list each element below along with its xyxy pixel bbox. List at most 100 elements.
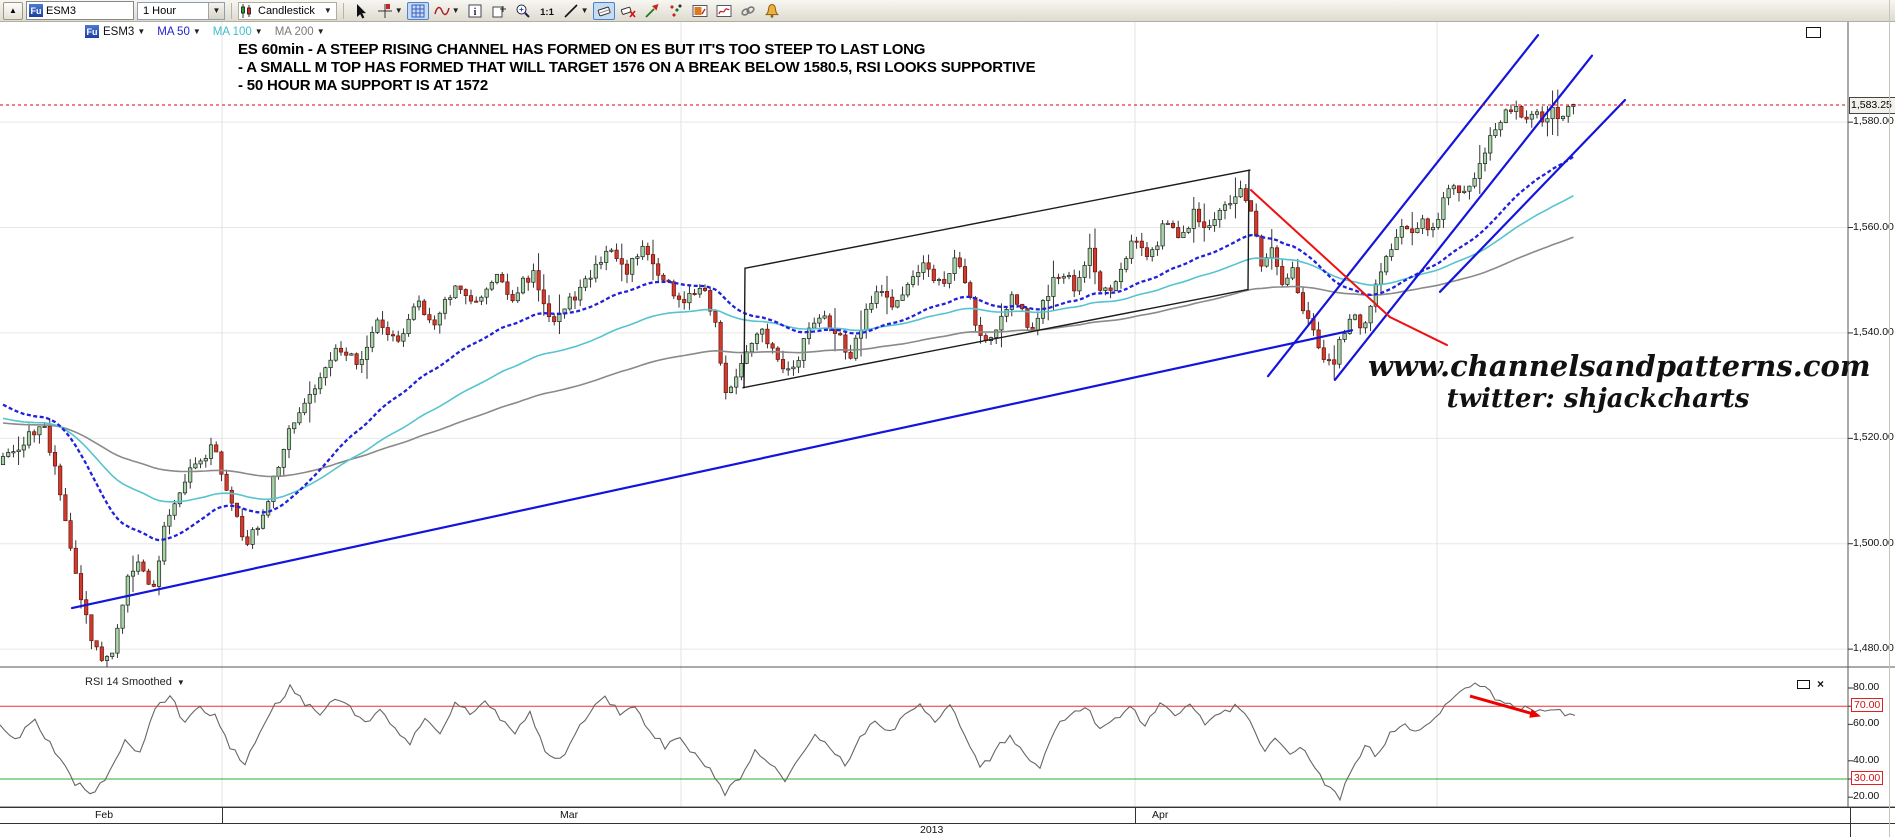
legend-ma200-dropdown[interactable]: MA 200 ▼	[275, 26, 325, 38]
rsi-line	[0, 682, 1576, 802]
rsi-axis-label: 40.00	[1853, 753, 1880, 766]
indicator-wave-button[interactable]: ▼	[431, 2, 462, 20]
link-button[interactable]	[737, 2, 759, 20]
black-channel-left-cap	[743, 267, 746, 389]
crosshair-icon	[377, 3, 392, 18]
analyst-note-line2: - A SMALL M TOP HAS FORMED THAT WILL TAR…	[238, 59, 1036, 76]
line-tool-button[interactable]: ▼	[560, 2, 591, 20]
crosshair-button[interactable]: ▼	[374, 2, 405, 20]
watermark: www.channelsandpatterns.com twitter: shj…	[1368, 349, 1871, 415]
price-axis-label: 1,580.00	[1853, 115, 1894, 128]
snapshot-alt-button[interactable]	[713, 2, 735, 20]
rsi-axis-label: 20.00	[1853, 790, 1880, 803]
alert-bell-button[interactable]	[761, 2, 783, 20]
pattern-button[interactable]	[665, 2, 687, 20]
analyst-note-line1: ES 60min - A STEEP RISING CHANNEL HAS FO…	[238, 41, 926, 58]
chevron-down-icon: ▼	[394, 6, 403, 15]
add-note-icon	[492, 5, 506, 17]
rsi-axis-label: 80.00	[1853, 681, 1880, 693]
candlesticks	[0, 89, 1576, 668]
legend-ma200-label: MA 200	[274, 25, 314, 38]
month-row: Feb Mar Apr	[0, 808, 1895, 824]
price-axis-label: 1,480.00	[1853, 642, 1894, 655]
year-row: 2013	[0, 823, 1895, 837]
window-edge	[1889, 0, 1890, 837]
maximize-rsi-button[interactable]	[1797, 680, 1810, 689]
indicator-wave-icon	[433, 6, 450, 15]
steep-channel-left	[1266, 34, 1540, 378]
ma-50-line	[2, 155, 1575, 542]
panel-frames	[0, 22, 1895, 822]
month-label: Mar	[560, 809, 579, 821]
trend-arrow-button[interactable]	[641, 2, 663, 20]
add-note-button[interactable]	[488, 2, 510, 20]
restore-chart-button[interactable]	[1806, 27, 1821, 38]
trendlines	[70, 34, 1627, 610]
legend-symbol-dropdown[interactable]: ESM3 ▼	[103, 26, 145, 38]
price-axis-label: 1,540.00	[1853, 325, 1894, 338]
cursor-icon	[356, 3, 366, 18]
chevron-down-icon: ▼	[323, 6, 332, 15]
rsi-indicator-dropdown[interactable]: RSI 14 Smoothed ▼	[85, 676, 185, 688]
chevron-down-icon: ▼	[580, 6, 589, 15]
one-to-one-button[interactable]: 1:1	[536, 2, 558, 20]
legend-symbol-label: ESM3	[103, 25, 135, 38]
link-icon	[740, 5, 755, 16]
rsi-level-label-boxed: 30.00	[1851, 771, 1884, 785]
toolbar-icon-group: ▼ ▼ i 1:1 ▼	[350, 1, 783, 20]
rsi-indicator-label: RSI 14 Smoothed	[85, 676, 172, 688]
rsi-levels	[0, 705, 1848, 780]
toolbar-separator	[231, 2, 232, 19]
analyst-note: ES 60min - A STEEP RISING CHANNEL HAS FO…	[238, 41, 1036, 95]
main-toolbar: ▲ Fu 1 Hour ▼ Candlestick ▼ ▼ ▼ i 1:1 ▼	[0, 0, 1895, 22]
eraser-icon	[597, 6, 611, 16]
grid-icon	[411, 4, 425, 17]
chart-legend: Fu ESM3 ▼ MA 50 ▼ MA 100 ▼ MA 200 ▼	[85, 25, 333, 38]
axis-divider	[222, 808, 223, 823]
legend-ma50-dropdown[interactable]: MA 50 ▼	[157, 26, 201, 38]
candlestick-icon	[241, 3, 251, 18]
chart-type-select[interactable]: Candlestick ▼	[238, 1, 337, 20]
delete-drawings-icon	[620, 6, 636, 18]
snapshot-icon	[692, 4, 708, 17]
watermark-url: www.channelsandpatterns.com	[1368, 349, 1871, 383]
collapse-panel-button[interactable]: ▲	[3, 1, 23, 20]
timeframe-select[interactable]: 1 Hour ▼	[137, 1, 225, 20]
moving-averages	[2, 155, 1575, 542]
month-label: Feb	[95, 809, 114, 821]
close-rsi-button[interactable]: ×	[1817, 677, 1825, 691]
one-to-one-icon: 1:1	[540, 7, 554, 18]
black-channel-right-cap	[1247, 169, 1250, 291]
legend-ma100-dropdown[interactable]: MA 100 ▼	[213, 26, 263, 38]
month-label: Apr	[1152, 809, 1169, 821]
time-axis: Feb Mar Apr 2013	[0, 807, 1895, 837]
chart-type-value: Candlestick	[258, 4, 315, 17]
futures-badge-icon: Fu	[29, 4, 43, 17]
futures-badge-icon: Fu	[85, 25, 99, 38]
long-uptrend-line	[70, 329, 1354, 610]
ma-200-line	[2, 236, 1574, 478]
grid-button[interactable]	[406, 1, 429, 20]
chevron-down-icon: ▼	[137, 27, 146, 36]
rsi-axis-label: 60.00	[1853, 717, 1880, 730]
black-channel-bottom	[742, 289, 1248, 389]
timeframe-value: 1 Hour	[143, 4, 177, 17]
zoom-button[interactable]	[512, 2, 534, 20]
rsi-down-arrow	[1469, 694, 1541, 718]
symbol-input[interactable]	[46, 4, 122, 17]
chevron-down-icon: ▼	[192, 27, 201, 36]
rsi-level-label-boxed: 70.00	[1851, 698, 1884, 713]
cursor-button[interactable]	[350, 2, 372, 20]
info-button[interactable]: i	[464, 2, 486, 20]
m-top-breakdown-line	[1250, 189, 1391, 319]
chevron-down-icon: ▼	[451, 6, 460, 15]
chevron-down-icon: ▼	[208, 2, 224, 19]
snapshot-button[interactable]	[689, 2, 711, 20]
analyst-note-line3: - 50 HOUR MA SUPPORT IS AT 1572	[238, 77, 488, 94]
eraser-button[interactable]	[592, 1, 615, 20]
chevron-down-icon: ▼	[176, 677, 185, 687]
pattern-icon	[669, 3, 682, 17]
delete-drawings-button[interactable]	[617, 2, 639, 20]
